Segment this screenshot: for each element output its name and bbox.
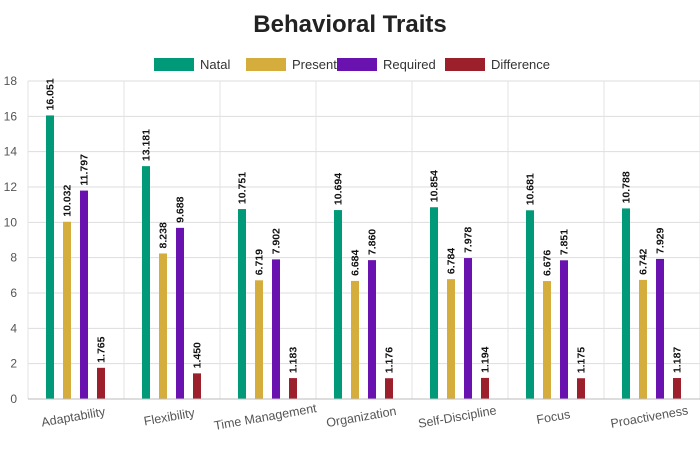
data-label: 9.688	[175, 196, 187, 222]
data-label: 1.194	[480, 346, 492, 372]
bar-difference-0	[97, 367, 105, 399]
legend-label: Difference	[491, 57, 550, 72]
legend-item-difference[interactable]: Difference	[445, 57, 550, 72]
y-tick-label: 14	[4, 145, 18, 159]
bar-present-0	[63, 221, 71, 399]
bar-difference-2	[289, 378, 297, 399]
x-tick-label: Organization	[325, 404, 397, 430]
chart-title: Behavioral Traits	[253, 11, 446, 38]
y-axis: 0 2 4 6 8 10 12 14 16 18	[4, 74, 18, 406]
bar-required-4	[464, 258, 472, 399]
legend-label: Present	[292, 57, 337, 72]
legend-item-present[interactable]: Present	[246, 57, 337, 72]
data-label: 6.784	[446, 248, 458, 274]
data-labels: 16.051 10.032 11.797 1.765 13.181 8.238 9.688 1…	[45, 78, 684, 373]
bar-present-6	[639, 279, 647, 399]
bar-difference-6	[673, 378, 681, 399]
data-label: 1.765	[96, 336, 108, 362]
legend-swatch	[154, 58, 194, 71]
data-label: 1.187	[672, 347, 684, 373]
data-label: 13.181	[141, 129, 153, 161]
y-tick-label: 12	[4, 180, 18, 194]
legend-label: Natal	[200, 57, 230, 72]
bar-difference-3	[385, 378, 393, 399]
data-label: 7.902	[271, 228, 283, 254]
data-label: 6.742	[638, 248, 650, 274]
bar-natal-2	[238, 209, 246, 399]
bar-present-2	[255, 280, 263, 399]
data-label: 1.450	[192, 342, 204, 368]
bar-natal-1	[142, 166, 150, 399]
y-tick-label: 18	[4, 74, 18, 88]
bar-required-2	[272, 259, 280, 399]
y-tick-label: 4	[10, 321, 17, 335]
data-label: 10.788	[621, 171, 633, 203]
y-tick-label: 8	[10, 251, 17, 265]
legend-swatch	[246, 58, 286, 71]
bar-natal-4	[430, 207, 438, 399]
grid	[27, 80, 700, 400]
data-label: 10.032	[62, 184, 74, 216]
x-tick-label: Time Management	[213, 401, 318, 433]
data-label: 7.978	[463, 227, 475, 253]
y-tick-label: 2	[10, 357, 17, 371]
data-label: 1.183	[288, 347, 300, 373]
data-label: 6.676	[542, 250, 554, 276]
data-label: 6.719	[254, 249, 266, 275]
bar-natal-3	[334, 210, 342, 399]
x-tick-label: Adaptability	[40, 404, 107, 429]
legend-swatch	[445, 58, 485, 71]
data-label: 1.175	[576, 347, 588, 373]
x-axis: Adaptability Flexibility Time Management Or…	[28, 398, 700, 433]
bar-required-5	[560, 260, 568, 399]
bar-present-3	[351, 280, 359, 399]
bar-required-0	[80, 190, 88, 399]
data-label: 7.860	[367, 229, 379, 255]
data-label: 16.051	[45, 78, 57, 110]
x-tick-label: Focus	[535, 407, 571, 427]
data-label: 7.851	[559, 229, 571, 255]
bar-natal-0	[46, 115, 54, 399]
bar-required-1	[176, 227, 184, 399]
legend-swatch	[337, 58, 377, 71]
x-tick-label: Flexibility	[143, 406, 197, 429]
data-label: 10.854	[429, 170, 441, 202]
data-label: 8.238	[158, 222, 170, 248]
x-tick-label: Proactiveness	[609, 403, 689, 430]
y-tick-label: 0	[10, 392, 17, 406]
bar-difference-5	[577, 378, 585, 399]
bar-present-4	[447, 279, 455, 399]
bar-required-3	[368, 260, 376, 399]
legend-label: Required	[383, 57, 436, 72]
bar-present-5	[543, 281, 551, 399]
data-label: 10.694	[333, 173, 345, 205]
y-tick-label: 16	[4, 109, 18, 123]
y-tick-label: 6	[10, 286, 17, 300]
bar-present-1	[159, 253, 167, 399]
x-tick-label: Self-Discipline	[417, 403, 497, 431]
bar-difference-1	[193, 373, 201, 399]
bar-natal-6	[622, 208, 630, 399]
data-label: 7.929	[655, 227, 667, 253]
bar-natal-5	[526, 210, 534, 399]
bar-required-6	[656, 258, 664, 399]
bar-difference-4	[481, 377, 489, 399]
legend-item-natal[interactable]: Natal	[154, 57, 230, 72]
bars	[46, 115, 681, 399]
data-label: 6.684	[350, 249, 362, 275]
data-label: 11.797	[79, 154, 91, 186]
y-tick-label: 10	[4, 215, 18, 229]
data-label: 10.751	[237, 172, 249, 204]
legend-item-required[interactable]: Required	[337, 57, 436, 72]
data-label: 1.176	[384, 347, 396, 373]
legend[interactable]: Natal Present Required Difference	[154, 57, 550, 72]
data-label: 10.681	[525, 173, 537, 205]
